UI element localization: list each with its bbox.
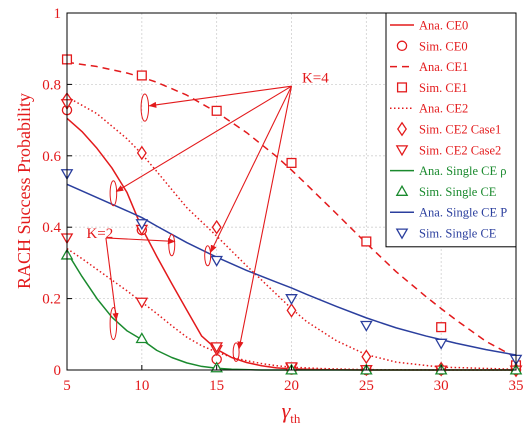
legend-label-2: Ana. CE1 — [419, 60, 468, 74]
series-12-point-2 — [210, 255, 223, 267]
series-line-7 — [66, 247, 516, 371]
legend-item-8: Sim. Single CE — [395, 184, 497, 199]
legend-item-6: Sim. CE2 Case2 — [395, 143, 501, 157]
y-tick-label-3: 0.6 — [42, 149, 61, 165]
x-tick-label-2: 15 — [209, 378, 224, 394]
y-axis-label: RACH Success Probability — [14, 93, 34, 289]
legend-label-6: Sim. CE2 Case2 — [419, 143, 501, 157]
annotation-arrow-5 — [105, 237, 119, 321]
legend-item-1: Sim. CE0 — [396, 39, 468, 53]
annotation-arrow-4 — [105, 237, 176, 245]
series-line-4 — [66, 96, 517, 371]
series-10-point-1 — [135, 332, 149, 344]
x-tick-label-3: 20 — [284, 378, 299, 394]
legend-marker-6 — [395, 145, 409, 157]
series-5-point-3 — [286, 303, 297, 318]
annotation-ellipse-1 — [109, 180, 118, 207]
legend-label-0: Ana. CE0 — [419, 19, 468, 33]
legend-item-7: Ana. Single CE ρ — [390, 164, 506, 178]
series-3-point-2 — [211, 105, 222, 116]
legend-marker-3 — [396, 82, 408, 93]
x-tick-label-1: 10 — [134, 378, 149, 394]
series-3-point-5 — [436, 322, 447, 333]
x-tick-label-6: 35 — [509, 378, 524, 394]
legend: Ana. CE0 Sim. CE0 Ana. CE1 Sim. CE1 Ana. CE2… — [385, 12, 517, 248]
x-axis-label-main: γ — [282, 398, 292, 423]
x-axis-label: γth — [282, 398, 301, 426]
legend-marker-5 — [397, 121, 407, 137]
legend-marker-8 — [395, 184, 409, 196]
series-3-point-4 — [361, 236, 372, 247]
series-12-point-1 — [135, 219, 149, 231]
annotation-ellipse-4 — [109, 307, 118, 341]
x-tick-label-5: 30 — [434, 378, 449, 394]
legend-label-8: Sim. Single CE — [419, 185, 497, 199]
legend-item-4: Ana. CE2 — [390, 102, 468, 116]
legend-label-1: Sim. CE0 — [419, 39, 468, 53]
x-tick-label-0: 5 — [63, 378, 71, 394]
y-tick-label-1: 0.2 — [42, 292, 61, 308]
annotation-ellipse-2 — [168, 233, 176, 257]
legend-label-5: Sim. CE2 Case1 — [419, 123, 501, 137]
y-tick-label-0: 0 — [54, 363, 62, 379]
series-8-point-2 — [210, 342, 223, 354]
series-12-point-5 — [434, 338, 448, 350]
legend-item-10: Sim. Single CE — [395, 227, 497, 241]
annotation-label-1: K=2 — [86, 226, 113, 242]
x-axis-label-sub: th — [290, 411, 301, 426]
annotation-ellipse-5 — [232, 342, 240, 362]
legend-item-9: Ana. Single CE P — [390, 206, 507, 220]
legend-label-10: Sim. Single CE — [419, 227, 497, 241]
legend-item-2: Ana. CE1 — [390, 60, 468, 74]
y-tick-label-2: 0.4 — [42, 220, 61, 236]
legend-item-0: Ana. CE0 — [390, 19, 468, 33]
y-tick-label-5: 1 — [54, 6, 62, 22]
series-3-point-1 — [136, 70, 147, 81]
series-12-point-4 — [360, 320, 373, 332]
legend-box — [385, 12, 517, 248]
legend-marker-10 — [395, 228, 409, 240]
series-12-point-3 — [285, 294, 298, 306]
annotations: K=4 K=2 — [86, 71, 329, 362]
legend-label-7: Ana. Single CE ρ — [419, 164, 506, 178]
series-5-point-2 — [211, 219, 222, 235]
annotation-arrow-1 — [115, 85, 292, 192]
legend-label-4: Ana. CE2 — [419, 102, 468, 116]
series-3-point-3 — [286, 157, 297, 168]
annotation-ellipse-3 — [204, 245, 212, 267]
annotation-arrow-3 — [237, 86, 293, 350]
annotation-arrow-2 — [210, 85, 292, 253]
annotation-label-0: K=4 — [302, 71, 329, 87]
legend-item-3: Sim. CE1 — [396, 81, 468, 95]
axis-ticks: 5 10 15 20 25 30 35 0 0.2 0.4 0.6 0.8 1 — [42, 6, 523, 394]
series-5-point-4 — [361, 349, 372, 365]
y-tick-label-4: 0.8 — [42, 77, 61, 93]
legend-label-9: Ana. Single CE P — [419, 206, 507, 220]
legend-item-5: Sim. CE2 Case1 — [397, 121, 501, 137]
x-tick-label-4: 25 — [359, 378, 374, 394]
series-8-point-1 — [135, 297, 149, 309]
series-5-point-1 — [136, 145, 147, 161]
legend-label-3: Sim. CE1 — [419, 81, 468, 95]
annotation-arrow-0 — [148, 85, 292, 108]
legend-marker-1 — [396, 40, 408, 52]
